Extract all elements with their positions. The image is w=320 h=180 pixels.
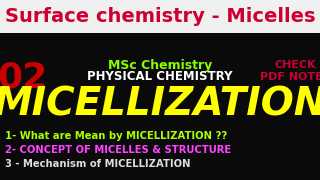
Text: MSc Chemistry: MSc Chemistry — [108, 58, 212, 71]
Text: PHYSICAL CHEMISTRY: PHYSICAL CHEMISTRY — [87, 71, 233, 84]
Text: 1- What are Mean by MICELLIZATION ??: 1- What are Mean by MICELLIZATION ?? — [5, 131, 227, 141]
Text: MICELLIZATION: MICELLIZATION — [0, 86, 320, 124]
Text: 3 - Mechanism of MICELLIZATION: 3 - Mechanism of MICELLIZATION — [5, 159, 190, 169]
Text: 02: 02 — [0, 61, 47, 95]
Text: CHECK
PDF NOTES: CHECK PDF NOTES — [260, 60, 320, 82]
Text: 2- CONCEPT OF MICELLES & STRUCTURE: 2- CONCEPT OF MICELLES & STRUCTURE — [5, 145, 231, 155]
Bar — [0, 0, 320, 33]
Text: Surface chemistry - Micelles: Surface chemistry - Micelles — [5, 7, 315, 26]
